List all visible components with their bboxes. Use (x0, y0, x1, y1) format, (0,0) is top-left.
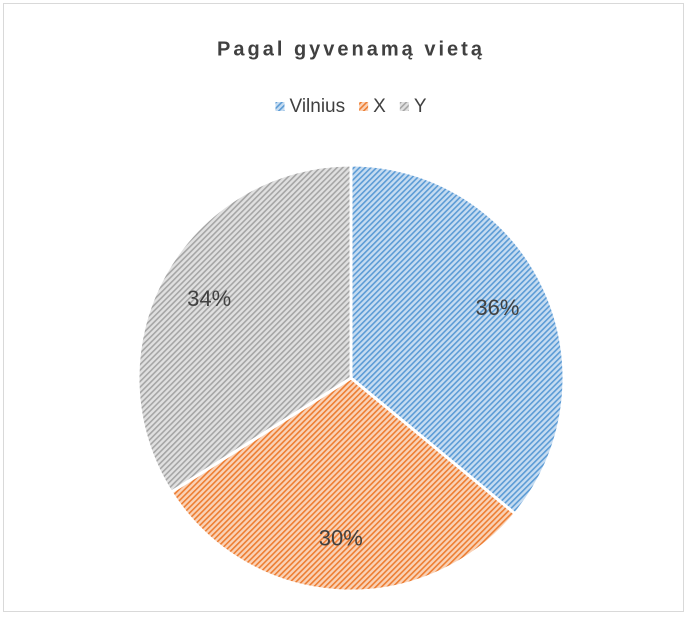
legend-swatch (399, 102, 409, 111)
data-label: 34% (187, 286, 231, 311)
pie-slice (136, 163, 353, 495)
data-label: 36% (475, 295, 519, 320)
pie-slice (169, 376, 518, 593)
pie-slice (349, 163, 566, 516)
legend-swatch (359, 102, 369, 111)
legend: Vilnius X Y (275, 96, 427, 117)
legend-swatch (275, 102, 285, 111)
chart-title: Pagal gyvenamą vietą (217, 38, 485, 60)
legend-label: X (373, 96, 386, 117)
legend-label: Y (414, 96, 427, 117)
data-label: 30% (319, 525, 363, 550)
legend-label: Vilnius (289, 96, 345, 117)
